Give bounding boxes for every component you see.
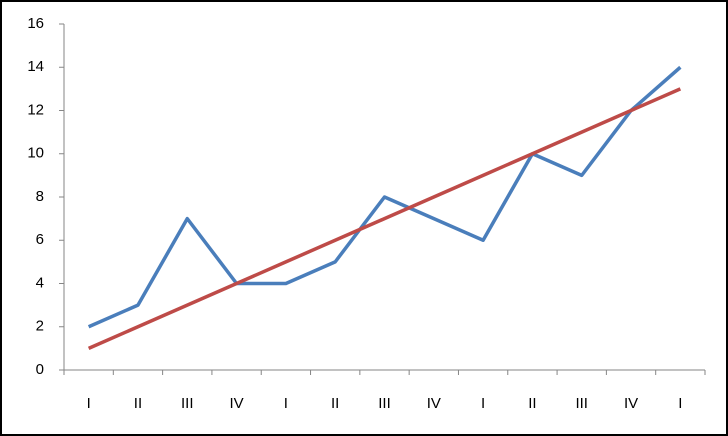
line-series	[87, 65, 682, 329]
x-tick-label: IV	[229, 395, 243, 412]
x-tick-label: I	[87, 395, 91, 412]
y-tick-label: 10	[27, 145, 44, 162]
y-tick-label: 8	[36, 188, 44, 205]
y-tick-label: 16	[27, 15, 44, 32]
y-tick-label: 2	[36, 318, 44, 335]
x-tick-label: III	[378, 395, 391, 412]
x-tick-label: II	[331, 395, 339, 412]
y-tick-label: 12	[27, 101, 44, 118]
x-tick-label: III	[181, 395, 194, 412]
x-tick-label: II	[528, 395, 536, 412]
x-tick-label: I	[284, 395, 288, 412]
y-tick-label: 0	[36, 361, 44, 378]
y-tick-label: 14	[27, 58, 44, 75]
line-series	[87, 87, 682, 350]
x-tick-label: IV	[624, 395, 638, 412]
x-tick-label: I	[678, 395, 682, 412]
x-tick-label: II	[134, 395, 142, 412]
x-tick-label: I	[481, 395, 485, 412]
y-tick-label: 4	[36, 274, 44, 291]
x-tick-label: III	[575, 395, 588, 412]
x-tick-label: IV	[427, 395, 441, 412]
y-tick-label: 6	[36, 231, 44, 248]
